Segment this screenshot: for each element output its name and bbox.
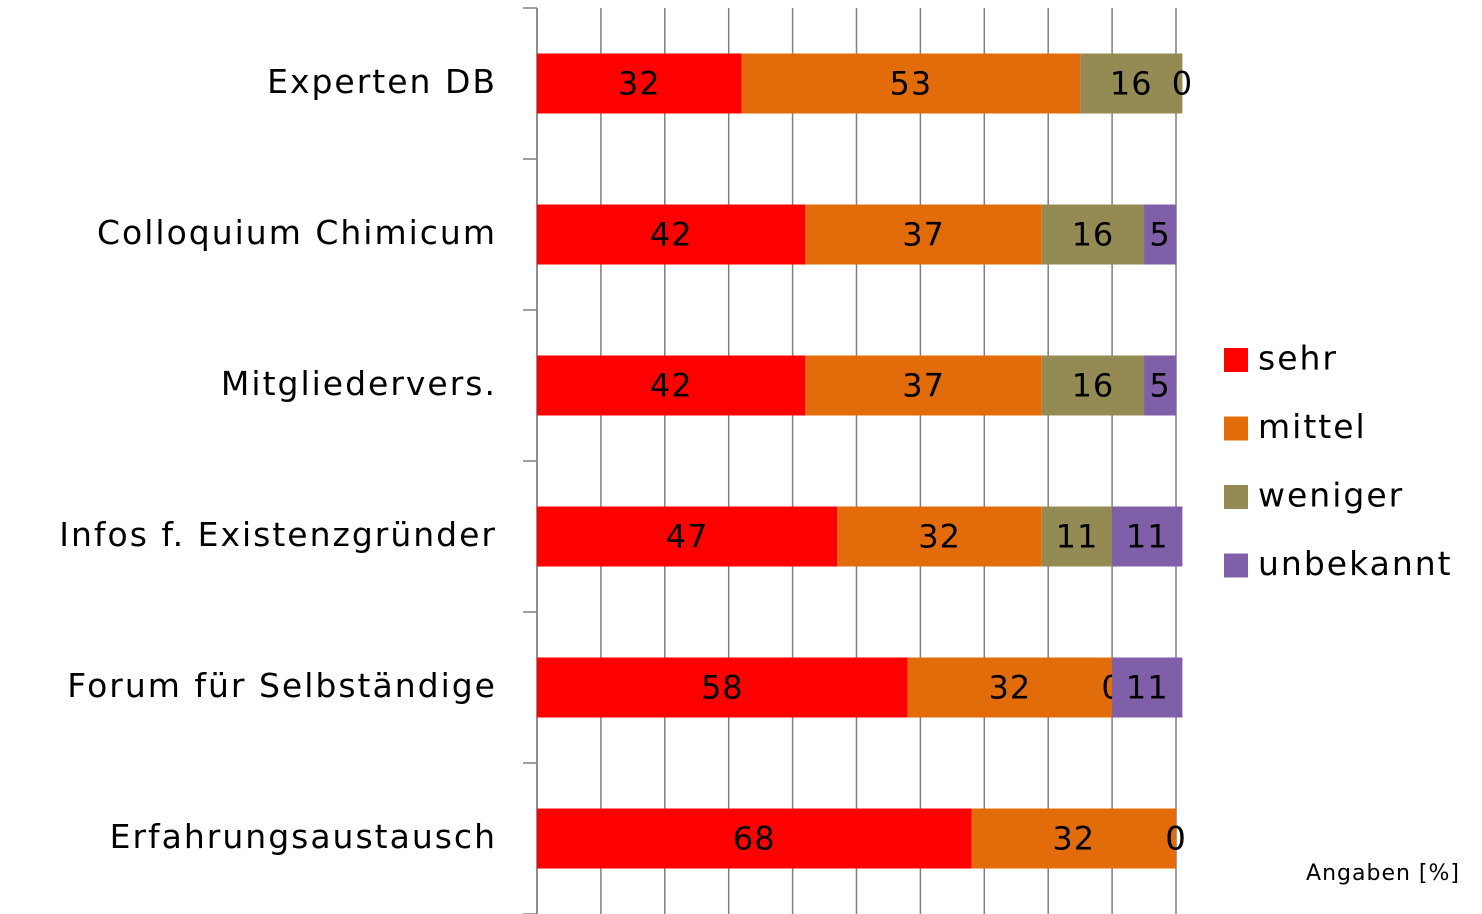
data-label: 32 bbox=[918, 518, 961, 556]
data-label: 37 bbox=[902, 367, 945, 405]
bar-segment bbox=[1041, 355, 1145, 416]
bar-segment bbox=[537, 53, 742, 114]
bar-segment bbox=[1144, 355, 1176, 416]
data-label: 0 bbox=[1165, 820, 1186, 858]
bar-segment bbox=[1041, 204, 1145, 265]
bar-segment bbox=[537, 506, 838, 567]
data-label: 58 bbox=[701, 669, 744, 707]
category-label: Forum für Selbständige bbox=[67, 666, 497, 705]
data-label: 11 bbox=[1126, 669, 1169, 707]
data-label: 16 bbox=[1072, 216, 1115, 254]
bar-segment bbox=[1041, 506, 1113, 567]
bar-segment bbox=[1144, 204, 1176, 265]
data-label: 0 bbox=[1172, 65, 1193, 103]
bar-segment bbox=[537, 808, 972, 869]
bar-segment bbox=[741, 53, 1081, 114]
data-label: 16 bbox=[1072, 367, 1115, 405]
data-label: 16 bbox=[1110, 65, 1153, 103]
bar-segment bbox=[971, 808, 1176, 869]
data-label: 53 bbox=[889, 65, 932, 103]
legend-label: unbekannt bbox=[1258, 544, 1453, 583]
bar-segment bbox=[537, 204, 806, 265]
data-label: 11 bbox=[1056, 518, 1099, 556]
data-label: 47 bbox=[666, 518, 709, 556]
data-label: 5 bbox=[1149, 367, 1170, 405]
category-label: Erfahrungsaustausch bbox=[110, 817, 497, 856]
annotation: Angaben [%] bbox=[1306, 861, 1460, 886]
data-label: 37 bbox=[902, 216, 945, 254]
legend-swatch bbox=[1224, 485, 1248, 509]
category-label: Experten DB bbox=[267, 62, 497, 101]
category-label: Mitgliedervers. bbox=[221, 364, 497, 403]
legend-swatch bbox=[1224, 348, 1248, 372]
data-label: 32 bbox=[989, 669, 1032, 707]
bar-segment bbox=[537, 355, 806, 416]
data-label: 42 bbox=[650, 216, 693, 254]
data-label: 32 bbox=[1052, 820, 1095, 858]
legend-label: sehr bbox=[1258, 339, 1338, 378]
data-label: 5 bbox=[1149, 216, 1170, 254]
data-label: 0 bbox=[1165, 820, 1186, 858]
bar-segment bbox=[1112, 657, 1183, 718]
legend-swatch bbox=[1224, 416, 1248, 441]
bar-segment bbox=[1112, 506, 1183, 567]
bar-segment bbox=[907, 657, 1113, 718]
data-label: 11 bbox=[1126, 518, 1169, 556]
category-label: Infos f. Existenzgründer bbox=[59, 515, 497, 554]
category-label: Colloquium Chimicum bbox=[97, 213, 497, 252]
legend-label: mittel bbox=[1258, 407, 1367, 446]
data-label: 32 bbox=[618, 65, 661, 103]
bar-segment bbox=[805, 355, 1042, 416]
legend-label: weniger bbox=[1258, 476, 1404, 515]
bar-segment bbox=[537, 657, 908, 718]
bar-segment bbox=[837, 506, 1042, 567]
legend-swatch bbox=[1224, 553, 1248, 578]
data-label: 42 bbox=[650, 367, 693, 405]
bar-segment bbox=[1080, 53, 1183, 114]
data-label: 68 bbox=[733, 820, 776, 858]
bar-segment bbox=[805, 204, 1042, 265]
